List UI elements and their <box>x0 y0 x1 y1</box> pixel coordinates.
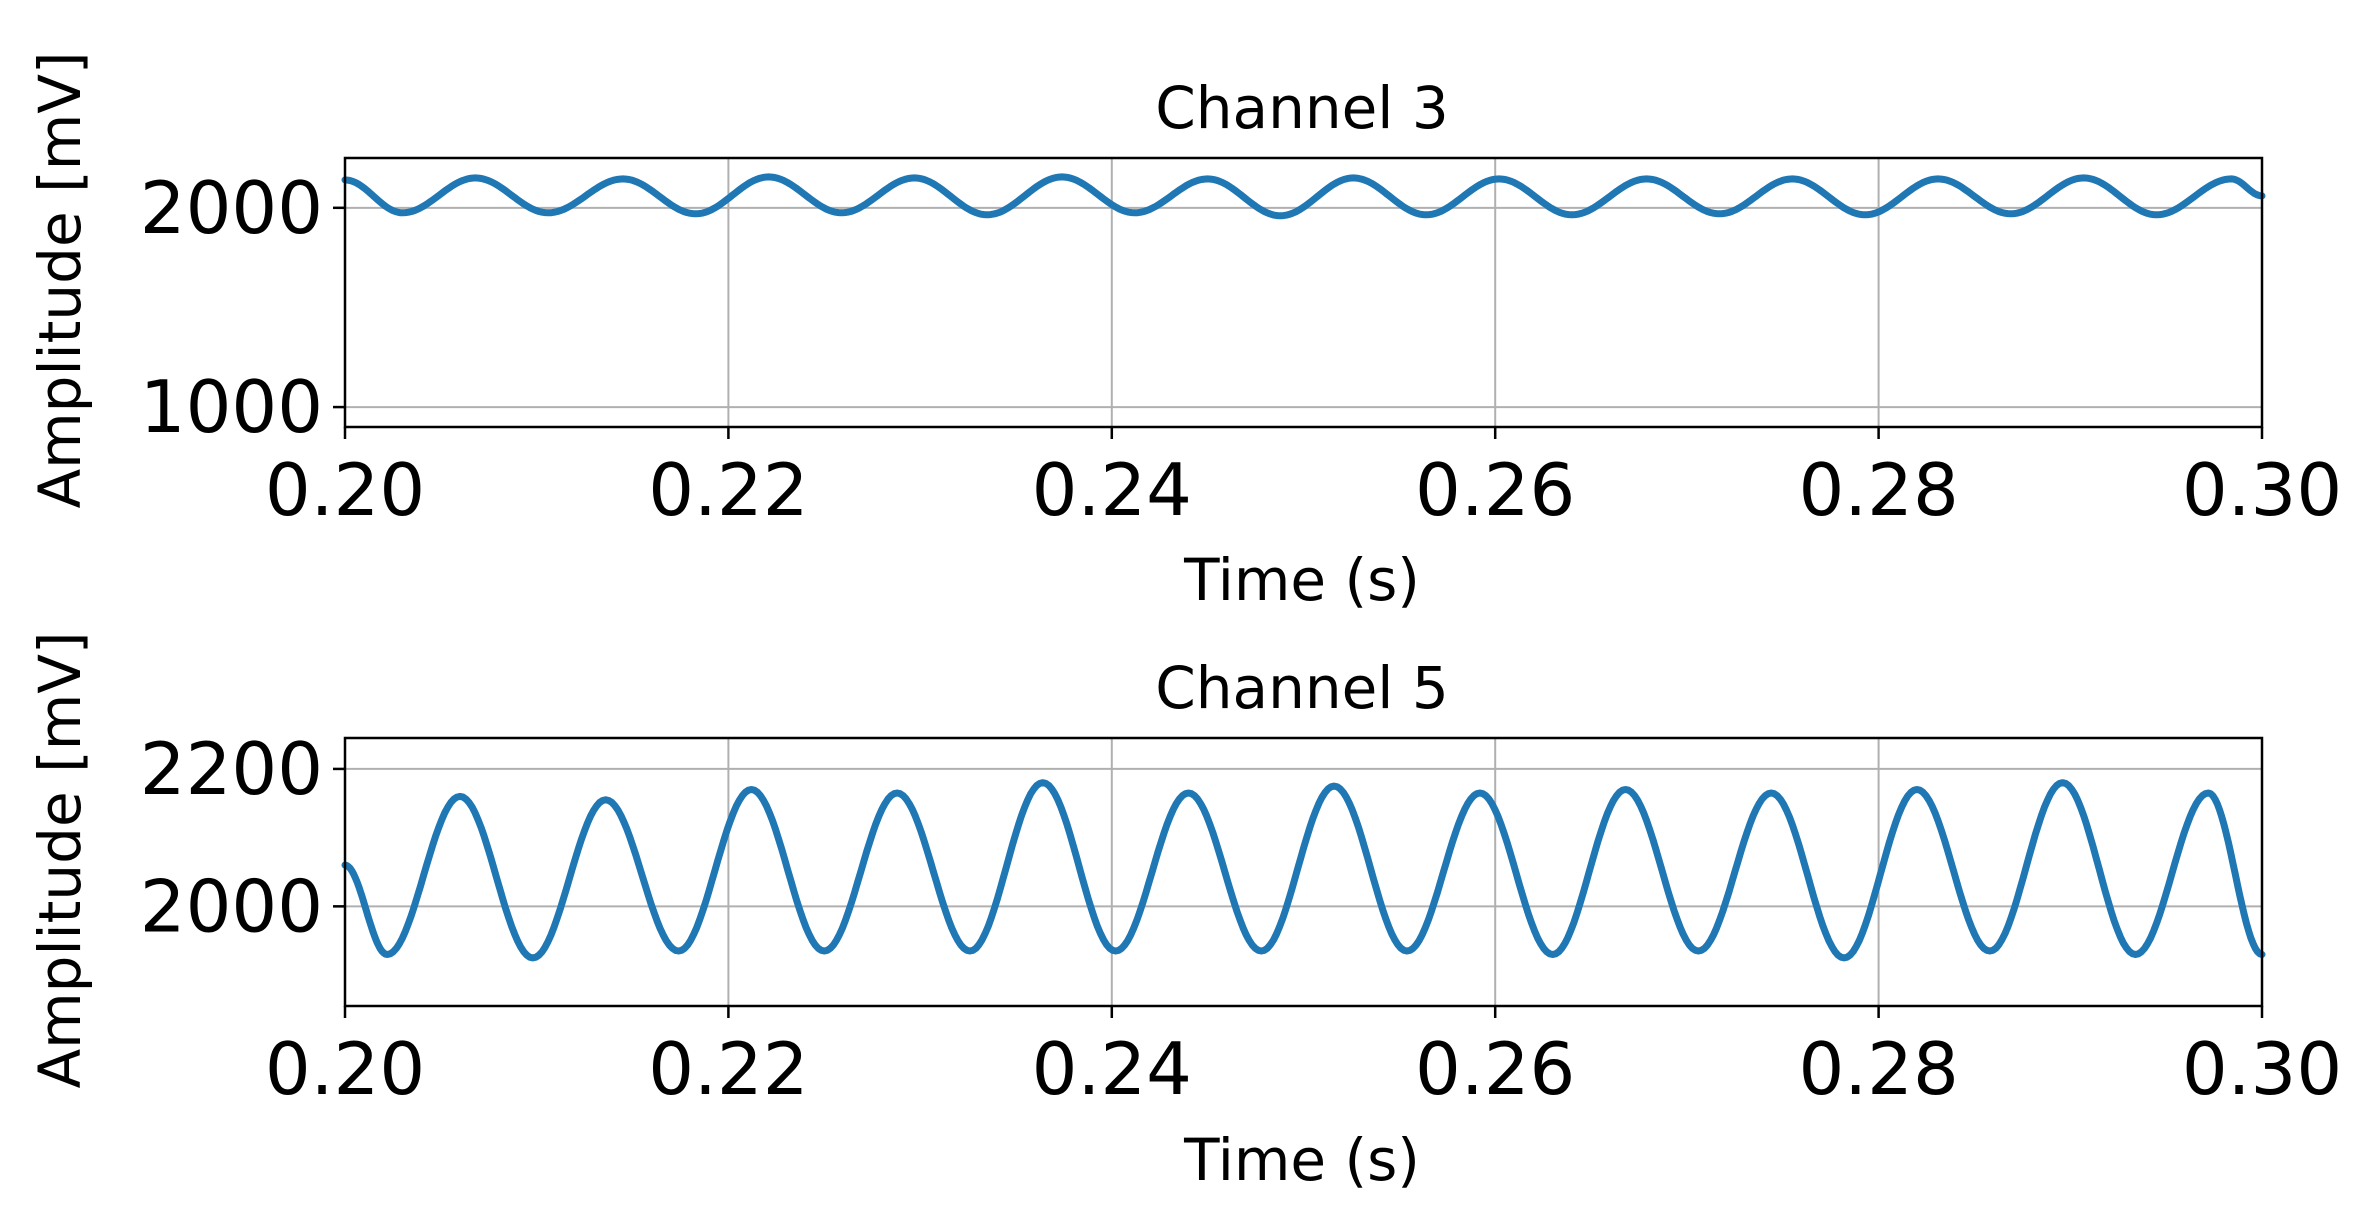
channel-5-y-axis-label: Amplitude [mV] <box>26 631 94 1088</box>
channel-5-x-tick-label-3: 0.26 <box>1415 1027 1575 1111</box>
channel-3-series-line <box>341 173 2266 220</box>
channel-3-x-axis: 0.20 0.22 0.24 0.26 0.28 0.30 <box>265 427 2342 532</box>
channel-3-y-axis: 1000 2000 <box>140 166 345 449</box>
channel-5-x-tick-label-1: 0.22 <box>648 1027 808 1111</box>
channel-3-y-tick-label-1: 2000 <box>140 166 323 250</box>
channel-5-grid <box>344 738 2263 1006</box>
channel-3-x-tick-label-3: 0.26 <box>1415 448 1575 532</box>
channel-5-panel: Channel 5 0.20 0.22 0.24 0.26 0.28 0.30 20002… <box>26 631 2342 1194</box>
channel-5-y-tick-label-0: 2000 <box>140 864 323 948</box>
channel-5-x-axis-label: Time (s) <box>1183 1126 1420 1194</box>
channel-3-title: Channel 3 <box>1155 74 1448 142</box>
channel-3-plot-frame <box>343 156 2264 429</box>
channel-5-x-tick-label-5: 0.30 <box>2182 1027 2342 1111</box>
channel-5-x-tick-label-4: 0.28 <box>1798 1027 1958 1111</box>
channel-3-panel: Channel 3 0.20 0.22 0.24 0.26 0.28 0.30 1000 2… <box>26 51 2342 614</box>
channel-5-x-tick-label-2: 0.24 <box>1032 1027 1192 1111</box>
channel-5-y-axis: 2000 2200 <box>140 727 345 948</box>
channel-5-plot-frame <box>343 736 2264 1008</box>
channel-3-x-tick-label-5: 0.30 <box>2182 448 2342 532</box>
channel-5-title: Channel 5 <box>1155 654 1448 722</box>
channel-3-x-tick-label-4: 0.28 <box>1798 448 1958 532</box>
channel-3-x-tick-label-1: 0.22 <box>648 448 808 532</box>
channel-3-y-axis-label: Amplitude [mV] <box>26 51 94 508</box>
channel-3-x-axis-label: Time (s) <box>1183 546 1420 614</box>
channel-3-x-tick-label-2: 0.24 <box>1032 448 1192 532</box>
channel-5-x-tick-label-0: 0.20 <box>265 1027 425 1111</box>
channel-5-x-axis: 0.20 0.22 0.24 0.26 0.28 0.30 <box>265 1006 2342 1111</box>
channel-3-y-tick-label-0: 1000 <box>140 365 323 449</box>
channel-3-x-tick-label-0: 0.20 <box>265 448 425 532</box>
channel-5-y-tick-label-1: 2200 <box>140 727 323 811</box>
channel-5-series-line <box>341 779 2266 962</box>
